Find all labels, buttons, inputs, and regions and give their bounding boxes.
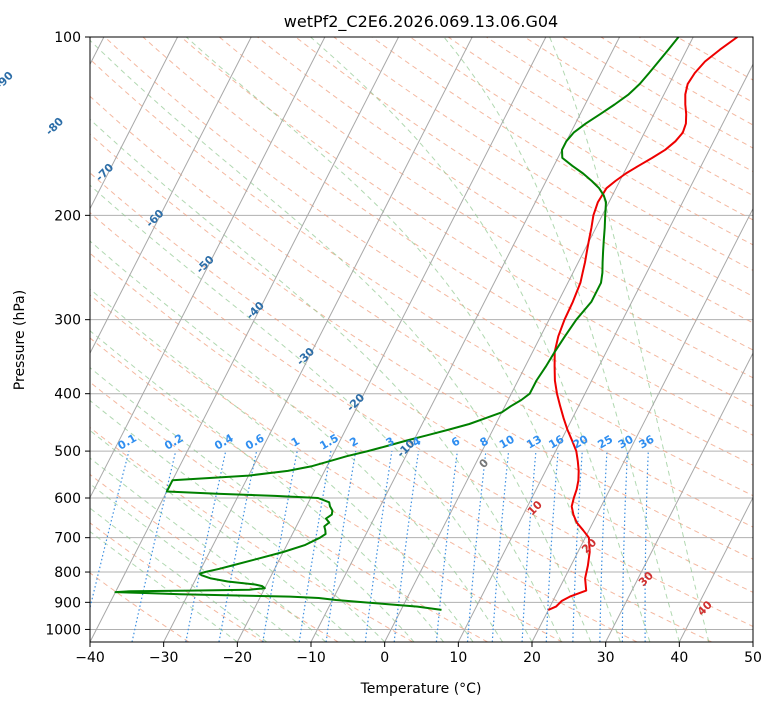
- plot-frame: [89, 36, 754, 643]
- isotherm-line: [605, 352, 753, 642]
- mixing-ratio-line: [131, 450, 177, 642]
- x-tick-label: 0: [380, 650, 389, 666]
- dry-adiabat: [90, 95, 753, 528]
- x-tick-label: 40: [670, 650, 688, 666]
- moist-adiabat: [90, 507, 268, 642]
- moist-adiabat: [90, 483, 297, 642]
- moist-adiabat: [90, 39, 592, 642]
- y-axis-label: Pressure (hPa): [12, 290, 28, 390]
- moist-adiabat: [90, 530, 238, 642]
- y-tick-label: 600: [54, 491, 81, 507]
- isotherm-line: [457, 63, 753, 642]
- moist-adiabat: [90, 457, 327, 642]
- mixing-ratio-line: [393, 451, 420, 642]
- isotherm-line: [531, 207, 753, 642]
- mixing-ratio-line: [185, 450, 227, 642]
- dewpoint-profile-line: [114, 37, 680, 611]
- y-tick-label: 200: [54, 208, 81, 224]
- moist-adiabat: [90, 118, 562, 642]
- mixing-ratio-labels: 0.1 0.2 0.4 0.6 1 1.5 2 3 4 6 8 10 13 16 20 25 30 36: [115, 431, 656, 452]
- mixing-ratio-line: [364, 451, 393, 642]
- isotherm-line: [90, 37, 178, 210]
- y-tick-label: 800: [54, 565, 81, 581]
- x-tick-label: 50: [744, 650, 762, 666]
- mixing-ratio-line: [466, 451, 487, 642]
- dry-adiabat: [90, 337, 563, 642]
- isotherm-line: [678, 496, 753, 642]
- moist-adiabat: [90, 330, 444, 642]
- pressure-gridlines: [90, 36, 753, 630]
- y-tick-label: 100: [54, 30, 81, 46]
- x-tick-label: −40: [75, 650, 105, 666]
- isotherm-line: [236, 37, 547, 642]
- y-tick-label: 1000: [45, 622, 81, 638]
- mixing-ratio-line: [325, 450, 357, 642]
- isotherm-line: [384, 37, 694, 642]
- isotherm-line: [90, 37, 252, 355]
- dry-adiabat: [257, 37, 753, 351]
- isotherm-line: [90, 37, 399, 642]
- dry-adiabat: [104, 37, 753, 466]
- moist-adiabat: [90, 184, 533, 642]
- moist-adiabat: [90, 288, 474, 642]
- x-axis-label: Temperature (°C): [360, 681, 482, 697]
- moist-adiabat: [90, 429, 356, 642]
- dry-adiabat: [90, 133, 753, 560]
- mixing-ratio-line: [435, 451, 458, 642]
- profile-series: [114, 37, 738, 611]
- dry-adiabat: [180, 37, 753, 407]
- x-tick-label: 10: [449, 650, 467, 666]
- mixing-ratio-line: [491, 451, 510, 642]
- x-tick-label: 20: [523, 650, 541, 666]
- x-tick-label: 30: [597, 650, 615, 666]
- moist-adiabat: [185, 37, 621, 642]
- y-tick-label: 900: [54, 595, 81, 611]
- y-tick-label: 400: [54, 387, 81, 403]
- x-tick-label: −20: [223, 650, 253, 666]
- temperature-profile-line: [547, 37, 738, 611]
- dry-adiabat: [90, 211, 753, 628]
- moist-adiabat: [549, 37, 710, 642]
- dry-adiabat: [90, 572, 190, 642]
- dry-adiabat: [90, 294, 638, 642]
- y-axis-ticks: 100 200 300 400 500 600 700 800 900 1000: [45, 30, 90, 638]
- x-axis-ticks: −40 −30 −20 −10 0 10 20 30 40 50: [75, 642, 762, 666]
- dry-adiabat: [90, 58, 753, 497]
- isotherm-line: [90, 37, 326, 499]
- x-tick-label: −10: [296, 650, 326, 666]
- plot-area: [90, 37, 753, 642]
- x-tick-label: −30: [149, 650, 179, 666]
- dry-adiabat: [333, 37, 753, 297]
- isotherm-line: [163, 37, 473, 642]
- chart-title: wetPf2_C2E6.2026.069.13.06.G04: [284, 12, 558, 32]
- mixing-ratio-line: [90, 450, 130, 611]
- moist-adiabat: [310, 37, 651, 642]
- y-tick-label: 700: [54, 531, 81, 547]
- y-tick-label: 500: [54, 444, 81, 460]
- moist-adiabat: [90, 399, 386, 642]
- dry-adiabat: [90, 381, 488, 642]
- y-tick-label: 300: [54, 313, 81, 329]
